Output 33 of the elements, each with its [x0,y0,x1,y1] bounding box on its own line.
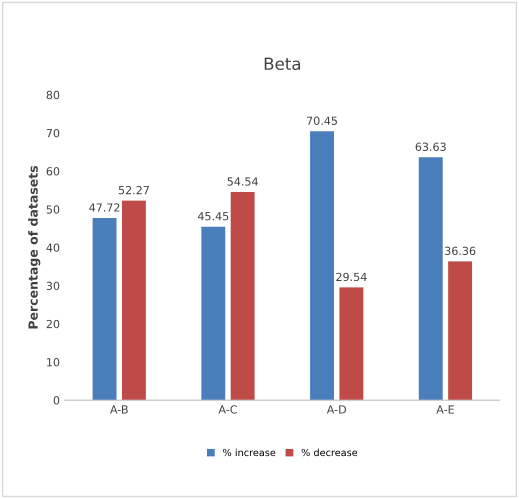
y-tick-label: 80 [46,90,60,100]
y-tick-label: 10 [47,358,60,366]
bar [310,131,334,400]
data-label: 29.54 [336,272,367,282]
legend-label: % increase [223,448,276,456]
data-label: 52.27 [118,186,149,194]
x-tick-label: A-E [436,405,454,414]
bar [448,261,472,400]
bar [230,192,255,400]
data-label: 54.54 [228,177,258,186]
data-label: 36.36 [445,246,476,256]
bar [201,226,226,400]
x-tick-label: A-D [326,405,346,414]
data-label: 70.45 [307,116,337,125]
y-axis-title: Percentage of datasets [28,166,40,328]
y-tick-label: 50 [46,205,60,214]
y-tick-label: 70 [46,128,60,138]
x-tick-label: A-C [218,405,237,414]
data-label: 47.72 [89,203,120,212]
y-tick-label: 40 [46,243,60,252]
bar [122,200,146,400]
data-label: 45.45 [198,212,228,220]
y-tick-label: 60 [46,167,60,176]
y-tick-label: 30 [46,282,60,290]
bar [339,287,364,400]
data-label: 63.63 [416,142,446,151]
chart-title: Beta [264,58,300,70]
legend-label: % decrease [302,448,358,456]
y-tick-label: 20 [46,320,60,328]
bar [92,218,117,400]
x-tick-label: A-B [110,405,128,414]
y-tick-label: 0 [54,396,60,405]
bar [418,157,443,400]
